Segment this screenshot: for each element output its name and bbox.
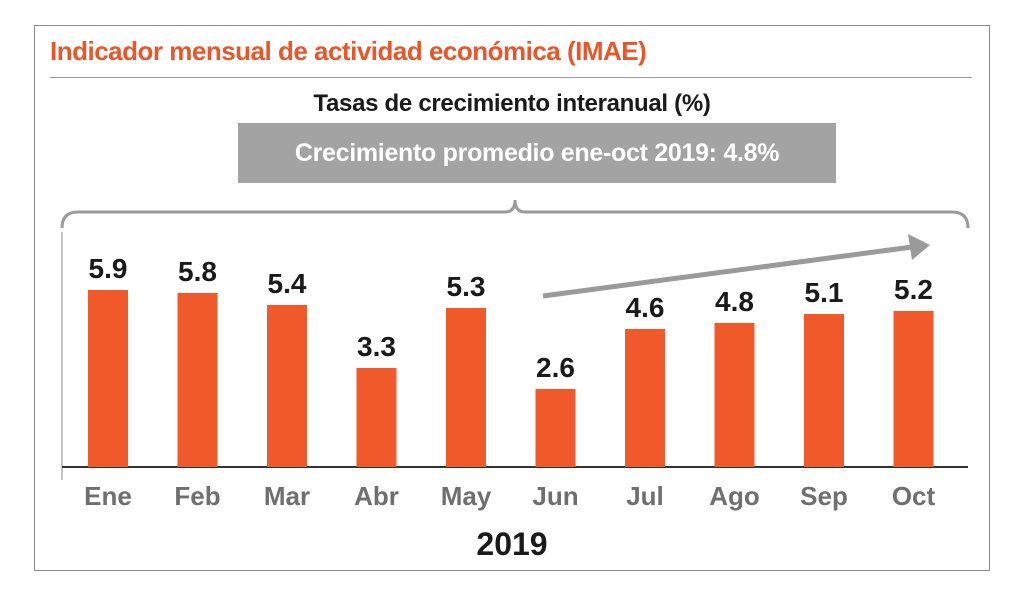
x-tick-oct: Oct [892,481,936,511]
x-tick-labels: Ene Feb Mar Abr May Jun Jul Ago Sep Oct [84,481,935,511]
x-tick-ene: Ene [84,481,132,511]
chart-header-title: Indicador mensual de actividad económica… [50,36,647,66]
value-labels: 5.9 5.8 5.4 3.3 5.3 2.6 4.6 4.8 5.1 5.2 [89,253,933,383]
bar-sep [804,314,844,467]
value-label-jun: 2.6 [536,352,575,383]
x-tick-jun: Jun [532,481,578,511]
x-tick-feb: Feb [174,481,220,511]
trend-arrow [542,234,930,299]
x-tick-may: May [441,481,492,511]
bar-mar [267,305,307,467]
bar-abr [356,368,397,467]
x-axis-label: 2019 [476,526,547,562]
value-label-ene: 5.9 [89,253,128,284]
x-tick-sep: Sep [800,481,848,511]
bar-may [446,308,486,467]
bars [88,290,934,467]
bar-oct [893,311,934,467]
value-label-oct: 5.2 [894,274,933,305]
average-growth-annotation: Crecimiento promedio ene-oct 2019: 4.8% [238,123,836,183]
header-divider [50,77,972,78]
value-label-sep: 5.1 [805,277,844,308]
x-tick-mar: Mar [264,481,310,511]
x-tick-jul: Jul [626,481,664,511]
value-label-mar: 5.4 [268,268,307,299]
chart-title: Tasas de crecimiento interanual (%) [313,90,711,117]
bar-ago [714,323,755,467]
trend-arrow-head [908,234,930,260]
bar-jun [535,389,576,467]
value-label-jul: 4.6 [626,292,665,323]
value-label-abr: 3.3 [357,331,396,362]
x-tick-ago: Ago [709,481,760,511]
bar-jul [625,329,665,467]
bracket-brace [60,199,970,229]
average-growth-text: Crecimiento promedio ene-oct 2019: 4.8% [294,138,780,167]
value-label-ago: 4.8 [715,286,754,317]
bar-feb [177,293,218,467]
value-label-may: 5.3 [447,271,486,302]
value-label-feb: 5.8 [178,256,217,287]
x-tick-abr: Abr [354,481,399,511]
trend-arrow-shaft [542,244,913,299]
bar-ene [88,290,128,467]
brace-path [60,199,970,229]
